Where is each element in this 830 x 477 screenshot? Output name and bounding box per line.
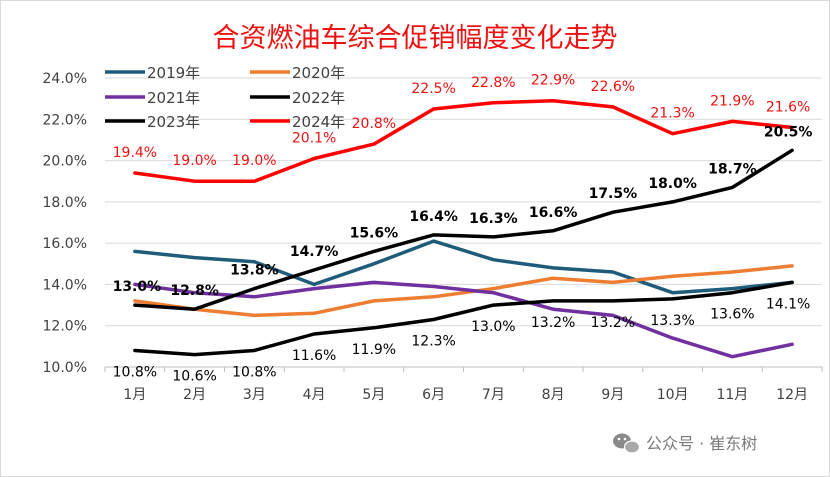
data-label: 22.8% xyxy=(471,75,515,91)
data-label: 22.9% xyxy=(531,73,575,89)
legend-label: 2023年 xyxy=(147,113,200,131)
data-label: 16.3% xyxy=(469,211,518,227)
data-label: 18.0% xyxy=(648,176,697,192)
legend-label: 2024年 xyxy=(292,113,345,131)
data-label: 18.7% xyxy=(708,161,757,177)
y-tick-label: 16.0% xyxy=(43,236,87,252)
data-label: 21.9% xyxy=(710,93,754,109)
x-tick-label: 1月 xyxy=(123,387,146,403)
data-label: 14.7% xyxy=(290,244,339,260)
data-label: 20.1% xyxy=(292,131,336,147)
data-label: 13.0% xyxy=(471,319,515,335)
data-label: 19.0% xyxy=(232,153,276,169)
data-label: 16.4% xyxy=(409,209,458,225)
y-tick-label: 18.0% xyxy=(43,195,87,211)
axes: 10.0% 12.0% 14.0% 16.0% 18.0% 20.0% 22.0% 24.0%… xyxy=(43,71,823,403)
x-tick-label: 7月 xyxy=(482,387,505,403)
data-label: 10.8% xyxy=(232,364,276,380)
series-line xyxy=(133,264,794,318)
data-label: 10.6% xyxy=(172,369,216,385)
data-label: 13.6% xyxy=(710,307,754,323)
data-label: 20.5% xyxy=(764,124,813,140)
legend: 2019年 2020年 2021年 2022年 2023年 2024年 xyxy=(105,64,345,131)
series-line xyxy=(133,239,794,295)
data-label: 22.6% xyxy=(591,79,635,95)
x-tick-label: 5月 xyxy=(362,387,385,403)
x-tick-label: 8月 xyxy=(542,387,565,403)
data-label: 12.8% xyxy=(170,283,219,299)
y-tick-label: 14.0% xyxy=(43,277,87,293)
data-label: 16.6% xyxy=(529,205,578,221)
data-labels: 10.8% 10.6% 10.8% 11.6% 11.9% 12.3% 13.0% 13.2%… xyxy=(113,73,813,385)
data-label: 21.6% xyxy=(766,100,810,116)
series-line xyxy=(133,148,794,311)
x-tick-label: 10月 xyxy=(657,387,689,403)
legend-label: 2019年 xyxy=(147,64,200,82)
legend-label: 2020年 xyxy=(292,64,345,82)
data-label: 13.0% xyxy=(113,279,162,295)
legend-label: 2021年 xyxy=(147,89,200,107)
x-tick-label: 9月 xyxy=(601,387,624,403)
series-line xyxy=(133,98,794,183)
y-tick-label: 22.0% xyxy=(43,112,87,128)
data-label: 13.2% xyxy=(531,315,575,331)
data-label: 17.5% xyxy=(589,186,638,202)
data-label: 11.6% xyxy=(292,348,336,364)
x-tick-label: 2月 xyxy=(183,387,206,403)
data-label: 19.4% xyxy=(113,145,157,161)
x-tick-label: 12月 xyxy=(776,387,808,403)
legend-label: 2022年 xyxy=(292,89,345,107)
data-label: 12.3% xyxy=(411,334,455,350)
y-tick-label: 10.0% xyxy=(43,360,87,376)
data-label: 15.6% xyxy=(350,225,399,241)
data-label: 22.5% xyxy=(411,81,455,97)
y-tick-label: 20.0% xyxy=(43,154,87,170)
x-tick-label: 4月 xyxy=(303,387,326,403)
data-label: 19.0% xyxy=(172,153,216,169)
x-tick-label: 6月 xyxy=(422,387,445,403)
x-tick-label: 11月 xyxy=(716,387,748,403)
data-label: 13.2% xyxy=(591,315,635,331)
series-line xyxy=(133,280,794,359)
data-label: 13.3% xyxy=(650,313,694,329)
y-tick-label: 12.0% xyxy=(43,319,87,335)
series-line xyxy=(133,280,794,357)
watermark: 公众号 · 崔东树 xyxy=(613,433,757,454)
y-tick-label: 24.0% xyxy=(43,71,87,87)
wechat-icon xyxy=(613,433,641,454)
x-tick-label: 3月 xyxy=(243,387,266,403)
data-label: 11.9% xyxy=(352,342,396,358)
watermark-text: 公众号 · 崔东树 xyxy=(646,434,757,453)
data-label: 20.8% xyxy=(352,116,396,132)
data-label: 13.8% xyxy=(230,263,279,279)
data-label: 14.1% xyxy=(766,296,810,312)
data-label: 10.8% xyxy=(113,364,157,380)
data-label: 21.3% xyxy=(650,106,694,122)
chart-title: 合资燃油车综合促销幅度变化走势 xyxy=(213,23,618,54)
series-lines xyxy=(133,98,794,359)
